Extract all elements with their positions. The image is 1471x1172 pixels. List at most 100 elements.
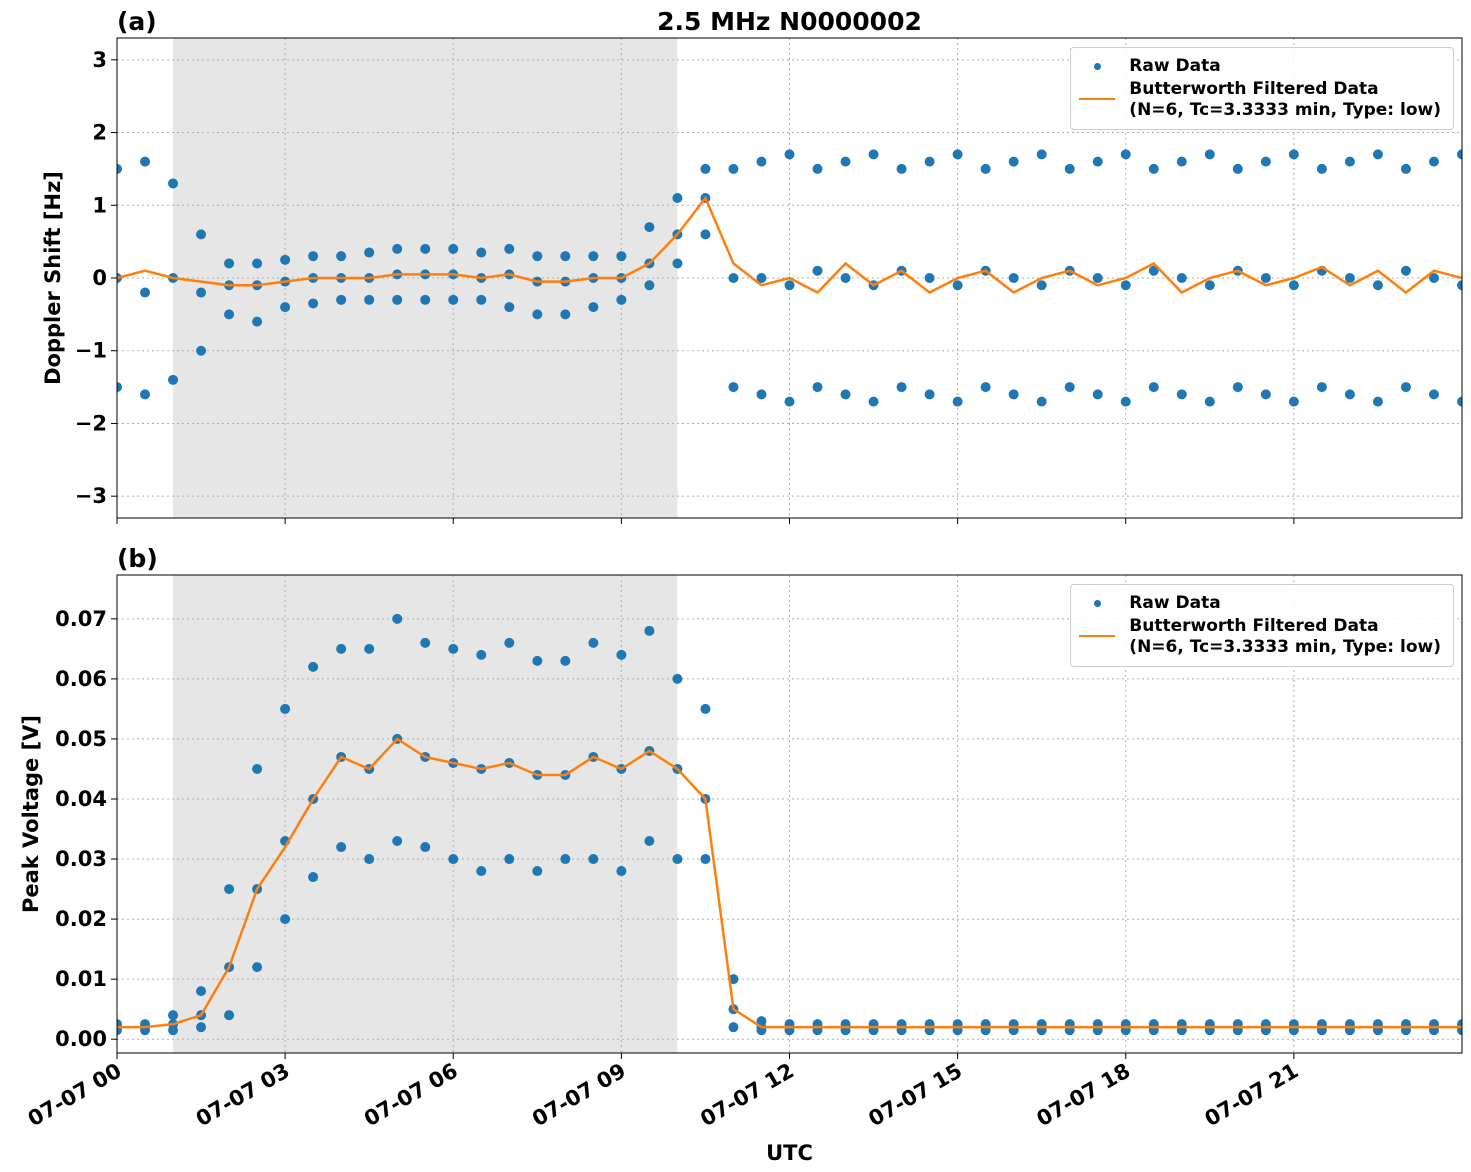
legend-entry: Butterworth Filtered Data (N=6, Tc=3.333… <box>1079 616 1441 658</box>
raw-point <box>700 163 711 174</box>
raw-point <box>252 258 263 269</box>
raw-point <box>980 163 991 174</box>
raw-point <box>448 643 459 654</box>
raw-point <box>392 294 403 305</box>
y-axis-label: Peak Voltage [V] <box>19 715 43 913</box>
raw-point <box>336 251 347 262</box>
raw-point <box>308 298 319 309</box>
raw-point <box>168 1010 179 1021</box>
raw-point <box>364 643 375 654</box>
raw-point <box>196 345 207 356</box>
raw-point <box>504 854 515 865</box>
raw-point <box>1260 389 1271 400</box>
raw-point <box>532 309 543 320</box>
raw-point <box>728 273 739 283</box>
raw-point <box>952 280 963 291</box>
raw-point <box>560 854 571 865</box>
legend-entry: Butterworth Filtered Data (N=6, Tc=3.333… <box>1079 79 1441 121</box>
legend-entry: Raw Data <box>1079 56 1441 77</box>
raw-point <box>140 389 151 400</box>
legend-label: Butterworth Filtered Data (N=6, Tc=3.333… <box>1129 79 1441 120</box>
raw-point <box>364 247 375 258</box>
raw-point <box>1204 396 1215 407</box>
raw-point <box>504 243 515 254</box>
raw-point <box>700 229 711 240</box>
raw-point <box>812 265 823 276</box>
raw-point <box>196 229 207 240</box>
raw-point <box>308 251 319 262</box>
raw-point <box>1176 389 1187 400</box>
legend-key <box>1079 89 1116 109</box>
raw-point <box>1344 156 1355 167</box>
raw-point <box>280 254 291 265</box>
raw-point <box>1288 149 1299 160</box>
raw-point <box>784 280 795 291</box>
raw-point <box>1400 382 1411 393</box>
raw-point <box>476 247 487 258</box>
raw-point <box>1316 382 1327 393</box>
raw-point <box>196 287 207 298</box>
raw-point <box>644 222 655 233</box>
raw-point <box>1064 382 1075 393</box>
raw-point <box>1428 389 1439 400</box>
raw-point <box>1428 156 1439 167</box>
legend-label: Butterworth Filtered Data (N=6, Tc=3.333… <box>1129 616 1441 657</box>
raw-point <box>1400 265 1411 276</box>
raw-point <box>336 842 347 853</box>
raw-point <box>840 273 851 283</box>
raw-point <box>728 382 739 393</box>
raw-point <box>1400 163 1411 174</box>
raw-point <box>812 163 823 174</box>
y-tick-label: 0.05 <box>55 727 107 751</box>
y-tick-label: 2 <box>92 121 107 145</box>
raw-point <box>1008 389 1019 400</box>
raw-point <box>280 302 291 313</box>
y-tick-label: 0.01 <box>55 967 107 991</box>
raw-point <box>644 280 655 291</box>
raw-point <box>117 382 122 393</box>
raw-point <box>756 273 767 283</box>
x-tick-label: 07-07 15 <box>864 1059 966 1132</box>
raw-point <box>532 655 543 666</box>
raw-point <box>1148 265 1159 276</box>
raw-point <box>420 637 431 648</box>
y-tick-label: 0.04 <box>55 787 107 811</box>
raw-point <box>336 643 347 654</box>
legend-key <box>1079 626 1116 646</box>
raw-point <box>196 986 207 997</box>
raw-point <box>1204 149 1215 160</box>
x-tick-label: 07-07 21 <box>1201 1059 1303 1132</box>
raw-point <box>476 649 487 660</box>
raw-point <box>420 294 431 305</box>
raw-point <box>1036 280 1047 291</box>
chart-title: 2.5 MHz N0000002 <box>657 7 922 36</box>
raw-point <box>1288 280 1299 291</box>
raw-point <box>117 163 122 174</box>
x-tick-label: 07-07 12 <box>696 1059 798 1132</box>
legend: Raw Data Butterworth Filtered Data (N=6, … <box>1070 47 1454 130</box>
axes-frame <box>116 574 1463 1054</box>
x-tick-label: 07-07 09 <box>528 1059 630 1132</box>
raw-point <box>1316 163 1327 174</box>
raw-point <box>588 637 599 648</box>
raw-point <box>980 382 991 393</box>
raw-point <box>168 178 179 189</box>
x-tick-label: 07-07 18 <box>1032 1059 1134 1132</box>
y-tick-label: 1 <box>92 193 107 217</box>
y-tick-label: 3 <box>92 48 107 72</box>
raw-point <box>504 637 515 648</box>
raw-point <box>616 251 627 262</box>
raw-point <box>1036 149 1047 160</box>
raw-point <box>756 389 767 400</box>
raw-point <box>420 243 431 254</box>
plot-area <box>117 149 1462 407</box>
x-tick-label: 07-07 00 <box>24 1059 126 1132</box>
raw-point <box>616 866 627 877</box>
legend-key <box>1079 593 1115 613</box>
raw-point <box>700 854 711 865</box>
y-tick-label: 0.00 <box>55 1027 107 1051</box>
raw-point <box>784 149 795 160</box>
y-tick-label: 0.07 <box>55 607 107 631</box>
raw-point <box>1457 396 1462 407</box>
